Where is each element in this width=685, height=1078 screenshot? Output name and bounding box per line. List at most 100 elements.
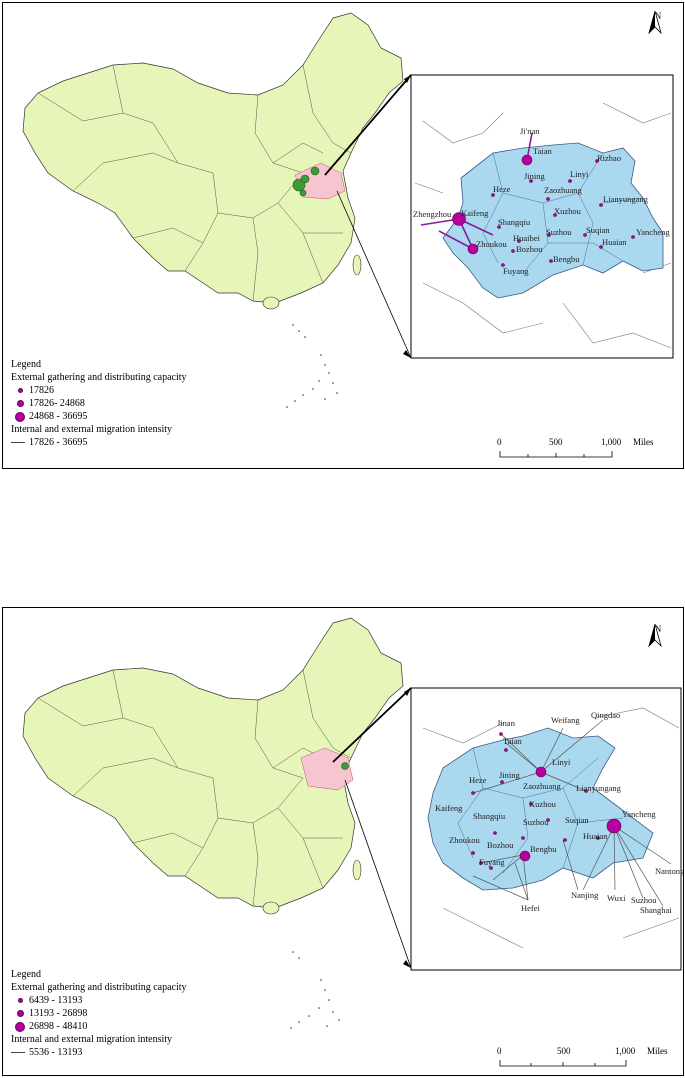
city-label: Kaifeng	[461, 208, 489, 218]
city-labels: Jinan Taian Weifang Qingdao Linyi Heze J…	[435, 710, 683, 915]
map-panel-bottom: Jinan Taian Weifang Qingdao Linyi Heze J…	[2, 607, 684, 1076]
legend-capacity-item: 6439 - 13193	[11, 994, 187, 1007]
north-arrow-icon	[648, 624, 662, 648]
city-label: Jining	[524, 171, 546, 181]
city-label: Lianyungang	[603, 194, 649, 204]
legend-capacity-item: 26898 - 48410	[11, 1020, 187, 1033]
study-region-inset	[427, 727, 654, 891]
city-label: Hefei	[521, 903, 541, 913]
province-boundaries	[37, 64, 352, 302]
city-label: Suzhou	[523, 817, 549, 827]
city-label: Bengbu	[530, 844, 557, 854]
legend-title: Legend	[11, 969, 41, 980]
city-label: Zhoukou	[476, 239, 507, 249]
city-label: Kaifeng	[435, 803, 463, 813]
overview-nodes	[292, 166, 320, 197]
city-label: Huaian	[583, 831, 608, 841]
legend-intensity-heading: Internal and external migration intensit…	[11, 1034, 173, 1045]
scale-bar-bottom: 0 500 1,000 Miles	[497, 1046, 673, 1070]
capacity-nodes	[452, 154, 635, 267]
study-region-overview	[294, 162, 346, 200]
city-label: Suqian	[586, 225, 610, 235]
city-label: Yancheng	[636, 227, 670, 237]
city-label: Ji'nan	[520, 126, 540, 136]
city-label: Jining	[499, 770, 521, 780]
north-label: N	[654, 624, 662, 634]
province-boundaries	[37, 669, 352, 907]
city-label: Heze	[469, 775, 487, 785]
city-label: Zaozhuang	[523, 781, 562, 791]
city-label: Huaian	[602, 237, 627, 247]
capacity-nodes	[471, 732, 622, 870]
city-label: Nantong	[655, 866, 683, 876]
legend-capacity-item: 24868 - 36695	[11, 410, 187, 423]
city-label: Fuyang	[479, 857, 505, 867]
north-arrow-icon	[648, 11, 662, 35]
map-canvas-top: Ji'nan Taian Rizhao Linyi Jining Heze Za…	[22, 12, 674, 408]
city-label: Zhoukou	[449, 835, 480, 845]
city-label: Zhengzhou	[413, 209, 452, 219]
city-label: Jinan	[497, 718, 516, 728]
city-label: Wuxi	[607, 893, 626, 903]
scale-bar-top: 0 500 1,000 Miles	[497, 437, 667, 461]
city-label: Shangqiu	[473, 811, 506, 821]
legend-bottom: Legend External gathering and distributi…	[11, 968, 187, 1059]
north-arrow: N	[648, 624, 668, 648]
city-label: Taian	[533, 146, 553, 156]
city-label: Huaibei	[513, 233, 541, 243]
legend-capacity-heading: External gathering and distributing capa…	[11, 372, 187, 383]
zoom-leader-line	[336, 190, 412, 359]
city-label: Qingdao	[591, 710, 620, 720]
city-label: Zaozhuang	[544, 185, 583, 195]
map-canvas-bottom: Jinan Taian Weifang Qingdao Linyi Heze J…	[22, 617, 683, 1029]
legend-capacity-item: 13193 - 26898	[11, 1007, 187, 1020]
legend-capacity-heading: External gathering and distributing capa…	[11, 982, 187, 993]
china-mainland	[22, 617, 404, 909]
legend-title: Legend	[11, 359, 41, 370]
city-label: Shanghai	[640, 905, 672, 915]
city-label: Suzhou	[631, 895, 657, 905]
city-label: Shangqiu	[498, 217, 531, 227]
city-label: Linyi	[552, 757, 571, 767]
study-region-inset	[442, 142, 664, 299]
inset-map: Jinan Taian Weifang Qingdao Linyi Heze J…	[422, 707, 683, 949]
flow-lines	[472, 719, 672, 907]
inset-map: Ji'nan Taian Rizhao Linyi Jining Heze Za…	[413, 102, 672, 349]
city-label: Xuzhou	[554, 206, 582, 216]
north-label: N	[654, 11, 662, 21]
city-label: Taian	[503, 736, 523, 746]
map-panel-top: Ji'nan Taian Rizhao Linyi Jining Heze Za…	[2, 2, 684, 469]
south-china-sea-islands	[290, 951, 340, 1029]
taiwan-island	[352, 859, 362, 881]
city-label: Xuzhou	[529, 799, 557, 809]
city-label: Linyi	[570, 169, 589, 179]
legend-intensity-item: 17826 - 36695	[11, 436, 187, 449]
overview-node	[341, 762, 349, 770]
city-label: Nanjing	[571, 890, 599, 900]
china-mainland	[22, 12, 404, 304]
south-china-sea-islands	[286, 324, 338, 408]
zoom-leader-line	[324, 74, 412, 176]
city-label: Bozhou	[487, 840, 514, 850]
taiwan-island	[352, 254, 362, 276]
city-label: Fuyang	[503, 266, 529, 276]
city-label: Bengbu	[553, 254, 580, 264]
city-label: Lianyungang	[576, 783, 622, 793]
overview-node	[310, 166, 320, 176]
city-label: Rizhao	[597, 153, 621, 163]
city-label: Suzhou	[546, 227, 572, 237]
legend-top: Legend External gathering and distributi…	[11, 358, 187, 449]
city-label: Suqian	[565, 815, 589, 825]
city-label: Bozhou	[516, 244, 543, 254]
overview-node	[299, 189, 307, 197]
legend-capacity-item: 17826	[11, 384, 187, 397]
legend-capacity-item: 17826- 24868	[11, 397, 187, 410]
city-label: Heze	[493, 184, 511, 194]
city-label: Weifang	[551, 715, 580, 725]
hainan-island	[262, 296, 280, 310]
city-labels: Ji'nan Taian Rizhao Linyi Jining Heze Za…	[413, 126, 670, 276]
overview-node	[300, 174, 310, 184]
legend-intensity-heading: Internal and external migration intensit…	[11, 424, 173, 435]
study-region-overview	[300, 747, 354, 791]
legend-intensity-item: 5536 - 13193	[11, 1046, 187, 1059]
